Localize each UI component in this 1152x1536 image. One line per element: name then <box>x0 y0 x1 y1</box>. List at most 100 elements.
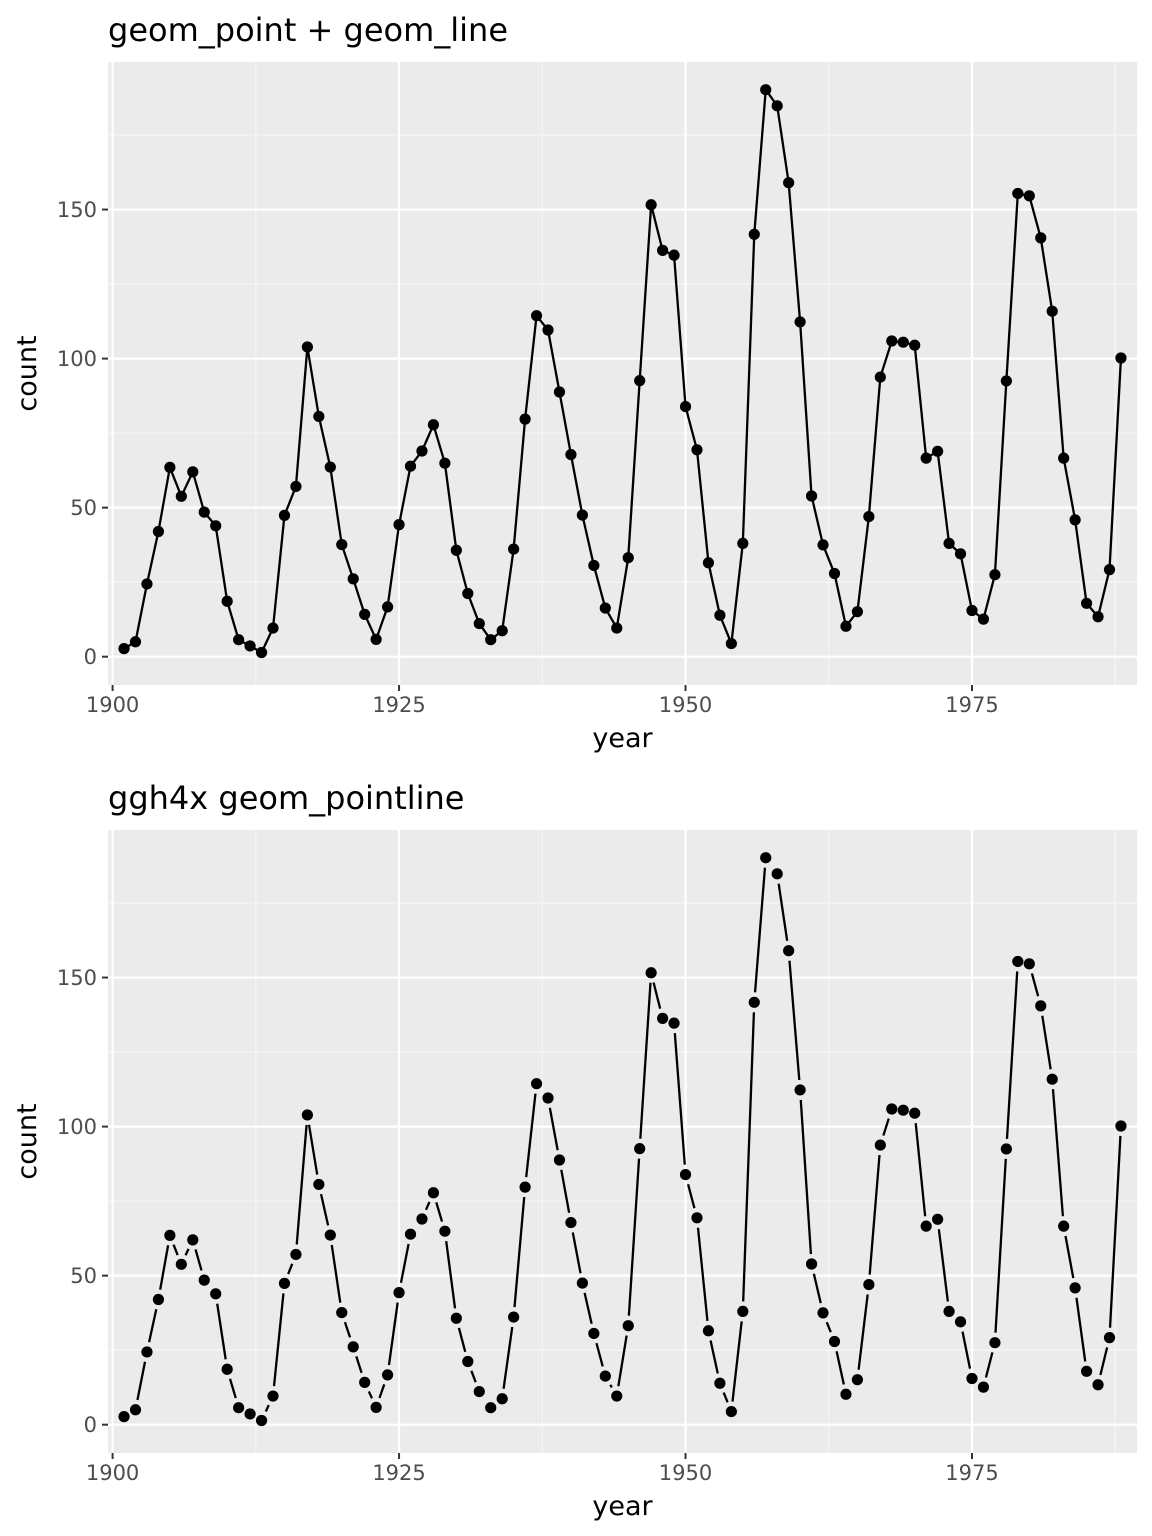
data-point <box>416 445 428 457</box>
data-point <box>840 620 852 632</box>
data-point <box>359 608 371 620</box>
data-point <box>221 595 233 607</box>
data-point <box>611 622 623 634</box>
data-point <box>141 578 153 590</box>
data-point <box>863 510 875 523</box>
x-tick-label: 1925 <box>372 1461 425 1485</box>
data-point <box>989 569 1001 581</box>
data-point <box>301 1109 313 1121</box>
data-point <box>278 509 291 521</box>
data-point <box>725 1405 737 1418</box>
data-point <box>702 1325 715 1337</box>
series-line-segment <box>513 1196 526 1308</box>
data-point <box>118 643 130 655</box>
series-line-segment <box>307 1124 319 1175</box>
data-point <box>1058 1220 1070 1232</box>
data-point <box>152 525 165 538</box>
data-point <box>851 1374 864 1386</box>
data-point <box>542 324 554 336</box>
data-point <box>198 1274 210 1286</box>
data-point <box>954 1316 967 1328</box>
series-line-segment <box>330 1244 342 1303</box>
data-point <box>977 1381 990 1393</box>
data-point <box>1103 564 1116 576</box>
x-tick-label: 1900 <box>86 693 139 717</box>
data-point <box>324 461 336 473</box>
data-point <box>760 852 772 864</box>
series-line <box>123 88 1123 654</box>
chart-top: 1900 1925 1950 1975 0 50 100 150 geom_point + ge… <box>12 11 1137 754</box>
data-point <box>909 339 921 351</box>
data-point <box>874 1139 886 1151</box>
data-point <box>164 461 176 473</box>
series-line-segment <box>788 960 801 1081</box>
data-point <box>381 601 394 613</box>
chart-bottom: 1900 1925 1950 1975 0 50 100 150 ggh4x geom_poin… <box>12 779 1137 1522</box>
data-point <box>496 625 508 637</box>
data-point <box>622 552 634 564</box>
data-point <box>187 466 199 478</box>
series-line-segment <box>1099 1347 1109 1376</box>
data-point <box>1023 190 1035 202</box>
data-point <box>760 84 772 96</box>
series-line-segment <box>287 1263 294 1275</box>
series-line-segment <box>502 1326 514 1390</box>
data-point <box>141 1346 153 1358</box>
data-point <box>1092 1379 1104 1391</box>
data-point <box>932 1213 944 1225</box>
series-line-segment <box>753 867 767 993</box>
data-point <box>966 1372 978 1385</box>
series-line-segment <box>194 1249 203 1271</box>
data-point <box>393 519 405 531</box>
data-point <box>1080 597 1093 609</box>
data-point <box>427 1187 440 1199</box>
data-point <box>175 1258 187 1270</box>
data-point <box>129 636 142 648</box>
data-point <box>553 386 566 398</box>
y-tick-label: 0 <box>84 1413 97 1437</box>
data-point <box>611 1390 623 1402</box>
data-point <box>702 557 715 569</box>
data-point <box>416 1213 428 1225</box>
series-line-segment <box>470 1370 477 1383</box>
series-line-segment <box>435 1202 444 1222</box>
series-line-segment <box>136 1361 147 1401</box>
data-point <box>359 1376 371 1388</box>
series-line-segment <box>882 1118 890 1136</box>
y-tick-label: 50 <box>70 496 97 520</box>
series-line-segment <box>367 1390 374 1399</box>
data-point <box>530 310 543 322</box>
x-axis-label: year <box>592 1491 653 1522</box>
data-point <box>244 1408 256 1420</box>
data-point <box>290 480 302 493</box>
data-point <box>794 316 806 328</box>
x-axis-label: year <box>592 723 653 754</box>
series-line-segment <box>835 1351 845 1385</box>
y-tick-label: 150 <box>57 198 97 222</box>
data-point <box>897 336 909 348</box>
data-point <box>679 400 692 413</box>
data-point <box>1035 232 1047 244</box>
data-point <box>439 1225 451 1237</box>
data-point <box>381 1369 394 1381</box>
data-point <box>943 537 955 550</box>
data-point <box>1080 1365 1093 1377</box>
series-line-segment <box>424 1201 431 1211</box>
series-line-segment <box>355 1356 363 1374</box>
y-axis-label: count <box>12 335 43 411</box>
data-point <box>805 490 818 502</box>
data-point <box>313 1178 325 1191</box>
series-line-segment <box>147 1309 158 1343</box>
data-point <box>508 543 520 555</box>
data-point <box>783 177 795 189</box>
chart-title: geom_point + geom_line <box>108 11 508 49</box>
series-line-segment <box>457 1327 467 1353</box>
series-line-segment <box>984 1352 994 1378</box>
data-point <box>1115 1120 1127 1132</box>
data-point <box>668 1017 680 1029</box>
data-point <box>336 1307 348 1319</box>
data-point <box>129 1404 142 1416</box>
data-point <box>714 609 726 621</box>
data-point <box>932 445 944 457</box>
data-point <box>920 452 932 464</box>
